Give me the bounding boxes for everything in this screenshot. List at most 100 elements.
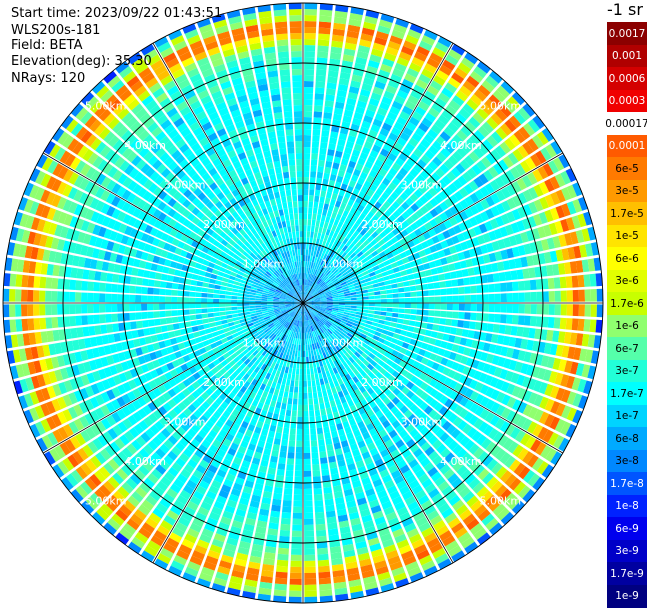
ray-gate bbox=[9, 304, 15, 317]
ray-gate bbox=[93, 293, 99, 302]
ray-gate bbox=[233, 317, 240, 321]
ray-gate bbox=[362, 293, 368, 296]
ray-gate bbox=[578, 319, 585, 331]
ray-gate bbox=[315, 93, 324, 100]
ray-gate bbox=[327, 210, 333, 217]
ray-gate bbox=[555, 304, 561, 315]
ray-gate bbox=[304, 171, 310, 177]
ray-gate bbox=[281, 512, 291, 519]
ray-gate bbox=[308, 255, 311, 261]
ray-gate bbox=[457, 278, 464, 286]
ray-gate bbox=[400, 270, 407, 276]
ray-gate bbox=[308, 207, 312, 213]
ray-gate bbox=[219, 303, 225, 307]
ray-gate bbox=[555, 291, 561, 302]
ray-gate bbox=[452, 287, 458, 294]
ray-gate bbox=[310, 183, 315, 189]
ray-gate bbox=[207, 298, 213, 302]
ray-gate bbox=[307, 381, 311, 387]
ray-gate bbox=[319, 590, 332, 597]
ray-gate bbox=[129, 304, 135, 311]
ray-gate bbox=[304, 465, 311, 471]
ray-gate bbox=[517, 269, 524, 279]
ray-gate bbox=[306, 249, 309, 255]
ray-gate bbox=[356, 309, 362, 312]
ray-gate bbox=[225, 299, 231, 302]
ray-gate bbox=[207, 308, 213, 312]
ray-gate bbox=[196, 319, 203, 325]
ray-gate bbox=[304, 417, 309, 423]
ray-gate bbox=[295, 471, 302, 477]
ray-gate bbox=[87, 315, 94, 325]
ray-gate bbox=[216, 276, 223, 281]
ray-gate bbox=[470, 313, 477, 321]
ray-gate bbox=[209, 279, 216, 284]
ray-gate bbox=[292, 368, 296, 374]
ray-gate bbox=[320, 409, 326, 416]
ray-gate bbox=[451, 319, 458, 326]
ray-gate bbox=[554, 277, 561, 288]
ray-gate bbox=[351, 303, 357, 305]
ray-gate bbox=[231, 292, 237, 296]
ray-gate bbox=[456, 328, 463, 336]
ray-gate bbox=[407, 274, 414, 280]
ray-gate bbox=[298, 351, 301, 357]
ray-gate bbox=[407, 326, 414, 332]
ray-gate bbox=[304, 501, 313, 507]
ray-gate bbox=[304, 45, 315, 51]
ray-gate bbox=[304, 87, 313, 93]
ray-gate bbox=[274, 438, 281, 445]
ray-gate bbox=[345, 298, 351, 300]
ray-gate bbox=[392, 288, 398, 293]
ray-gate bbox=[324, 432, 331, 439]
ray-gate bbox=[105, 314, 112, 323]
ray-gate bbox=[275, 432, 282, 439]
ray-gate bbox=[319, 403, 325, 410]
ray-gate bbox=[398, 288, 404, 293]
ray-gate bbox=[304, 507, 313, 513]
ray-gate bbox=[316, 530, 326, 537]
ray-gate bbox=[410, 292, 416, 297]
ray-gate bbox=[325, 100, 334, 107]
ray-gate bbox=[275, 572, 287, 579]
ray-gate bbox=[297, 423, 302, 429]
ray-gate bbox=[368, 310, 374, 314]
ray-gate bbox=[202, 282, 209, 287]
ray-gate bbox=[313, 117, 321, 124]
ray-gate bbox=[196, 314, 203, 319]
ray-gate bbox=[318, 566, 330, 573]
ray-gate bbox=[318, 202, 323, 209]
ray-gate bbox=[330, 400, 336, 407]
ray-gate bbox=[87, 281, 94, 291]
ray-gate bbox=[317, 554, 328, 561]
ray-gate bbox=[304, 111, 312, 117]
ray-gate bbox=[325, 197, 331, 204]
ray-gate bbox=[154, 319, 161, 326]
ray-gate bbox=[143, 270, 150, 278]
ray-gate bbox=[299, 387, 303, 393]
ray-gate bbox=[561, 304, 567, 315]
ray-gate bbox=[310, 428, 316, 434]
ray-gate bbox=[357, 297, 363, 300]
ray-gate bbox=[404, 287, 411, 292]
ray-gate bbox=[399, 303, 405, 307]
ray-gate bbox=[135, 312, 142, 320]
ray-gate bbox=[111, 284, 118, 293]
ray-gate bbox=[244, 312, 250, 315]
ray-gate bbox=[303, 243, 306, 249]
ray-gate bbox=[483, 294, 489, 302]
ray-gate bbox=[304, 537, 314, 543]
ray-gate bbox=[298, 393, 302, 399]
ray-gate bbox=[183, 304, 189, 309]
ray-gate bbox=[286, 410, 291, 417]
ray-gate bbox=[272, 499, 281, 506]
ray-gate bbox=[325, 216, 330, 223]
ray-gate bbox=[378, 320, 385, 325]
ray-gate bbox=[304, 453, 311, 459]
ray-gate bbox=[311, 434, 317, 440]
ray-gate bbox=[356, 312, 362, 315]
ray-gate bbox=[402, 325, 409, 331]
ray-gate bbox=[453, 304, 459, 311]
ray-gate bbox=[171, 290, 177, 296]
ray-gate bbox=[531, 292, 537, 302]
